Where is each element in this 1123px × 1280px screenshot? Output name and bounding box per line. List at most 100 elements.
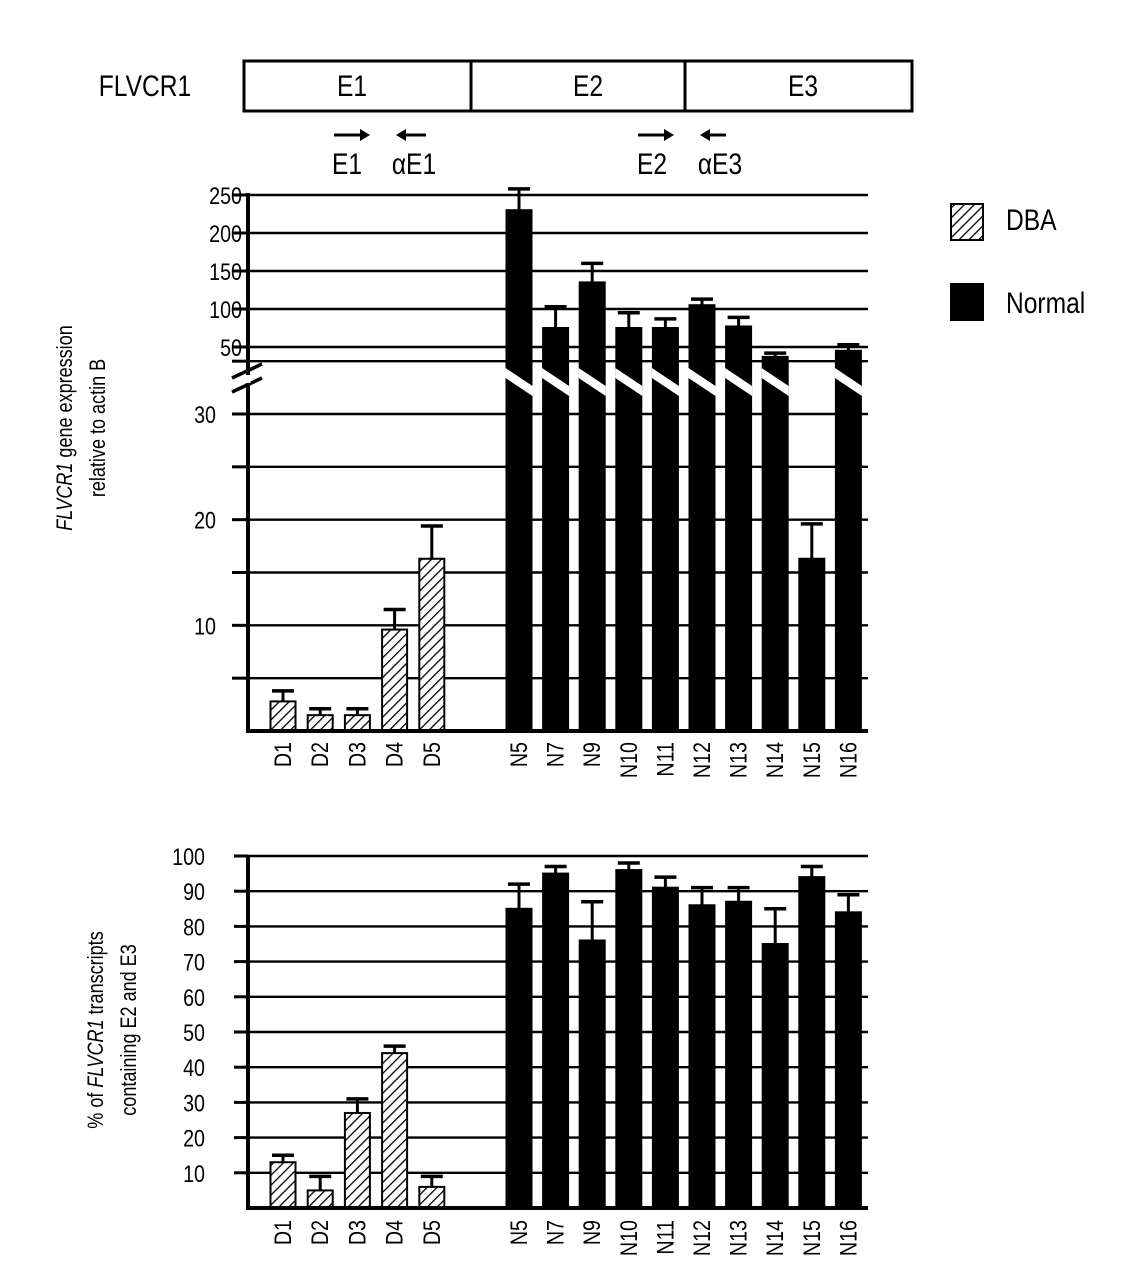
x-tick-label: N15 (798, 1220, 825, 1256)
primer-arrow (396, 129, 426, 141)
bar (651, 327, 679, 732)
category-labels: D1 D2 D3 D4 D5 N5 N7 N9 N10 N11 N12 N13 N14 N15 N16 (269, 742, 862, 778)
x-tick-label: D1 (269, 1220, 296, 1245)
axis-break-mark (231, 362, 263, 380)
x-tick-label: N9 (578, 1220, 605, 1245)
bar (834, 349, 862, 732)
bar (761, 943, 789, 1209)
bar (505, 209, 533, 732)
y-axis-label-line2: containing E2 and E3 (117, 944, 141, 1115)
primer-label: E2 (637, 147, 667, 181)
y-tick-label: 60 (183, 984, 205, 1011)
x-tick-label: D3 (344, 1220, 371, 1245)
y-tick-label: 100 (209, 296, 242, 323)
y-tick-label: 90 (183, 878, 205, 905)
legend-swatch-dba (950, 203, 984, 241)
x-tick-label: N16 (835, 742, 862, 778)
primer-arrow (334, 129, 370, 141)
bar-break (615, 368, 643, 396)
bar-break (725, 368, 753, 396)
bar-break (688, 368, 716, 396)
bar (381, 628, 409, 732)
exon-label: E2 (573, 69, 603, 103)
bar (578, 939, 606, 1209)
x-tick-label: N13 (725, 742, 752, 778)
bar (615, 327, 643, 732)
y-tick-label: 20 (183, 1125, 205, 1152)
bar (798, 557, 826, 732)
primer-label: E1 (332, 147, 362, 181)
bar-break (505, 368, 533, 396)
bar (418, 557, 446, 732)
y-tick-label: 10 (194, 612, 216, 639)
bar (615, 869, 643, 1210)
bar (269, 1161, 297, 1209)
y-axis-label-line1: % of FLVCR1 transcripts (84, 931, 108, 1128)
expression-chart: 10 20 30 50 100 150 200 250 D1 D2 D3 D4 D5 N5 N7 N9 N10… (53, 182, 868, 778)
x-tick-label: N7 (542, 1220, 569, 1245)
y-tick-label: 30 (183, 1090, 205, 1117)
primer-arrow (638, 129, 674, 141)
legend: DBA Normal (950, 203, 1085, 321)
x-tick-label: N10 (615, 742, 642, 778)
y-axis-label-line1: FLVCR1 gene expression (53, 325, 77, 531)
bar (578, 281, 606, 732)
x-tick-label: D3 (344, 742, 371, 767)
transcript-percent-chart: 10 20 30 40 50 60 70 80 90 100 D1 D2 D3 D4 D5 N5 N7 N9 N1… (84, 843, 868, 1256)
bar (343, 1111, 371, 1209)
gene-label: FLVCR1 (99, 69, 191, 103)
y-tick-label: 150 (209, 258, 242, 285)
x-tick-label: N11 (652, 742, 679, 777)
bar (834, 911, 862, 1209)
y-axis-label-italic: FLVCR1 (53, 463, 77, 531)
tick-labels: 10 20 30 40 50 60 70 80 90 100 (172, 843, 205, 1187)
y-axis-label-pre: % of (84, 1088, 108, 1129)
legend-label-dba: DBA (1006, 203, 1057, 237)
bar-break (834, 368, 862, 396)
legend-swatch-normal (950, 283, 984, 321)
primer-arrow (700, 129, 726, 141)
x-tick-label: N15 (798, 742, 825, 778)
bar (542, 872, 570, 1209)
y-tick-label: 50 (220, 334, 242, 361)
y-axis-label-italic: FLVCR1 (84, 1019, 108, 1087)
axes (231, 193, 868, 733)
y-tick-label: 80 (183, 914, 205, 941)
primer-label: αE3 (698, 147, 742, 181)
y-tick-label: 100 (172, 843, 205, 870)
axis-break-gap (245, 375, 251, 383)
x-tick-label: D5 (418, 742, 445, 767)
category-labels: D1 D2 D3 D4 D5 N5 N7 N9 N10 N11 N12 N13 N14 N15 N16 (269, 1220, 862, 1256)
x-tick-label: D4 (381, 1220, 408, 1245)
legend-label-normal: Normal (1006, 286, 1085, 320)
bar-break (761, 368, 789, 396)
x-tick-label: N10 (615, 1220, 642, 1256)
bar-break (578, 368, 606, 396)
bar-break (542, 368, 570, 396)
y-tick-label: 40 (183, 1054, 205, 1081)
bar-break (651, 368, 679, 396)
y-tick-label: 70 (183, 949, 205, 976)
gene-box (242, 59, 914, 113)
y-tick-label: 30 (194, 401, 216, 428)
x-tick-label: N5 (505, 1220, 532, 1245)
x-tick-label: D2 (306, 1220, 333, 1245)
x-tick-label: N16 (835, 1220, 862, 1256)
bars (269, 861, 862, 1210)
bar (725, 900, 753, 1209)
x-tick-label: N12 (688, 1220, 715, 1256)
x-tick-label: N9 (578, 742, 605, 767)
y-tick-label: 200 (209, 220, 242, 247)
bar (381, 1052, 409, 1209)
axes (246, 855, 868, 1210)
x-tick-label: N13 (725, 1220, 752, 1256)
tick-labels: 10 20 30 50 100 150 200 250 (194, 182, 242, 640)
bar (688, 904, 716, 1210)
bar (651, 886, 679, 1209)
bar (306, 1189, 334, 1210)
y-tick-label: 20 (194, 507, 216, 534)
x-tick-label: N14 (761, 742, 788, 778)
bar (418, 1185, 446, 1210)
bar (505, 907, 533, 1209)
